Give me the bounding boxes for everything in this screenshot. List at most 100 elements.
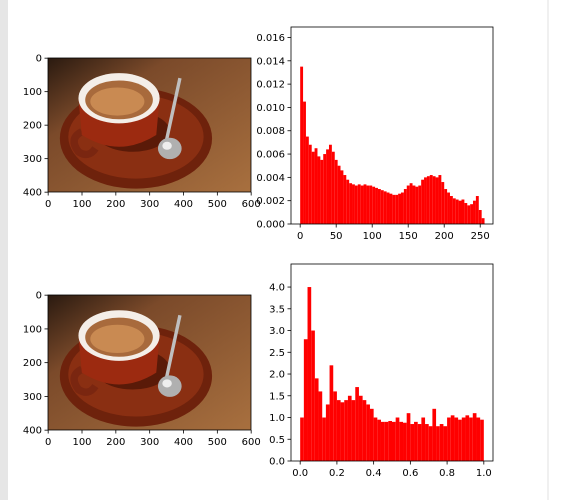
bar xyxy=(340,170,344,224)
bar xyxy=(323,154,327,224)
bar xyxy=(380,190,384,224)
x-tick-label: 100 xyxy=(72,437,91,448)
bar xyxy=(329,365,334,461)
bar xyxy=(336,400,341,461)
bar xyxy=(346,179,350,224)
bar xyxy=(447,417,451,461)
image xyxy=(48,295,251,430)
bar xyxy=(426,176,430,224)
bar xyxy=(441,182,445,224)
bar xyxy=(331,151,335,224)
bar xyxy=(307,287,312,461)
axes-frame xyxy=(290,26,494,225)
y-tick-label: 0.5 xyxy=(269,435,285,446)
y-tick-label: 0.004 xyxy=(256,173,285,184)
bar xyxy=(412,185,416,224)
bar xyxy=(380,421,385,461)
y-tick-label: 0.012 xyxy=(256,80,285,91)
bar xyxy=(464,203,468,224)
x-tick-label: 0.4 xyxy=(366,468,382,479)
bar xyxy=(362,400,367,461)
bar xyxy=(372,186,376,224)
bar xyxy=(399,421,404,461)
bar xyxy=(454,417,459,461)
bar xyxy=(337,165,341,224)
bar xyxy=(403,422,407,461)
x-tick-label: 300 xyxy=(140,199,159,210)
bar xyxy=(349,183,353,224)
bar xyxy=(406,185,410,224)
bar xyxy=(311,151,315,224)
bar xyxy=(438,175,442,224)
x-tick-label: 500 xyxy=(208,199,227,210)
bar xyxy=(424,177,427,224)
bar xyxy=(398,193,402,224)
bar xyxy=(428,426,433,461)
bar xyxy=(432,408,437,461)
bar xyxy=(421,179,425,224)
y-tick-label: 100 xyxy=(23,324,42,335)
bar xyxy=(328,144,332,224)
bar xyxy=(318,391,323,461)
bar xyxy=(392,421,396,461)
y-tick-label: 0.002 xyxy=(256,196,285,207)
bar xyxy=(322,417,326,461)
x-tick-label: 0.2 xyxy=(329,468,345,479)
bar xyxy=(305,136,309,224)
bar xyxy=(480,419,484,461)
y-tick-label: 3.5 xyxy=(269,304,285,315)
bar xyxy=(469,417,473,461)
bar xyxy=(303,101,306,224)
y-tick-label: 0.008 xyxy=(256,126,285,137)
x-tick-label: 100 xyxy=(72,199,91,210)
bar xyxy=(449,196,453,224)
bar xyxy=(450,415,455,461)
x-tick-label: 200 xyxy=(435,231,454,242)
x-tick-label: 250 xyxy=(471,231,490,242)
bar xyxy=(467,205,471,224)
x-tick-label: 600 xyxy=(242,199,261,210)
bar xyxy=(360,185,364,224)
bar xyxy=(409,183,413,224)
y-tick-label: 0.014 xyxy=(256,56,285,67)
bar xyxy=(357,184,361,224)
bar xyxy=(366,404,370,461)
y-tick-label: 1.5 xyxy=(269,391,285,402)
y-tick-label: 300 xyxy=(23,154,42,165)
bar xyxy=(377,419,381,461)
bar xyxy=(347,395,352,461)
x-tick-label: 1.0 xyxy=(476,468,492,479)
x-tick-label: 100 xyxy=(363,231,382,242)
bar xyxy=(320,159,324,224)
bar xyxy=(395,194,399,224)
bar xyxy=(395,417,400,461)
bar xyxy=(444,189,448,224)
bar xyxy=(369,185,373,224)
bar xyxy=(415,186,419,224)
bar xyxy=(406,413,411,461)
bar xyxy=(351,400,356,461)
x-tick-label: 0 xyxy=(45,437,51,448)
bar xyxy=(472,413,477,461)
y-tick-label: 0.010 xyxy=(256,103,285,114)
bar xyxy=(352,184,355,224)
bar xyxy=(344,400,348,461)
bar xyxy=(363,184,367,224)
bar xyxy=(439,424,444,461)
bar xyxy=(373,417,378,461)
x-tick-label: 150 xyxy=(399,231,418,242)
axes-frame xyxy=(290,263,494,462)
bar xyxy=(435,177,439,224)
x-tick-label: 300 xyxy=(140,437,159,448)
bar xyxy=(481,218,485,224)
bar xyxy=(358,395,363,461)
y-tick-label: 400 xyxy=(23,188,42,199)
bar xyxy=(475,196,479,224)
bar xyxy=(334,159,338,224)
y-tick-label: 2.0 xyxy=(269,370,285,381)
bar xyxy=(384,421,389,461)
image xyxy=(48,58,251,192)
y-tick-label: 300 xyxy=(23,392,42,403)
bar xyxy=(343,175,347,224)
